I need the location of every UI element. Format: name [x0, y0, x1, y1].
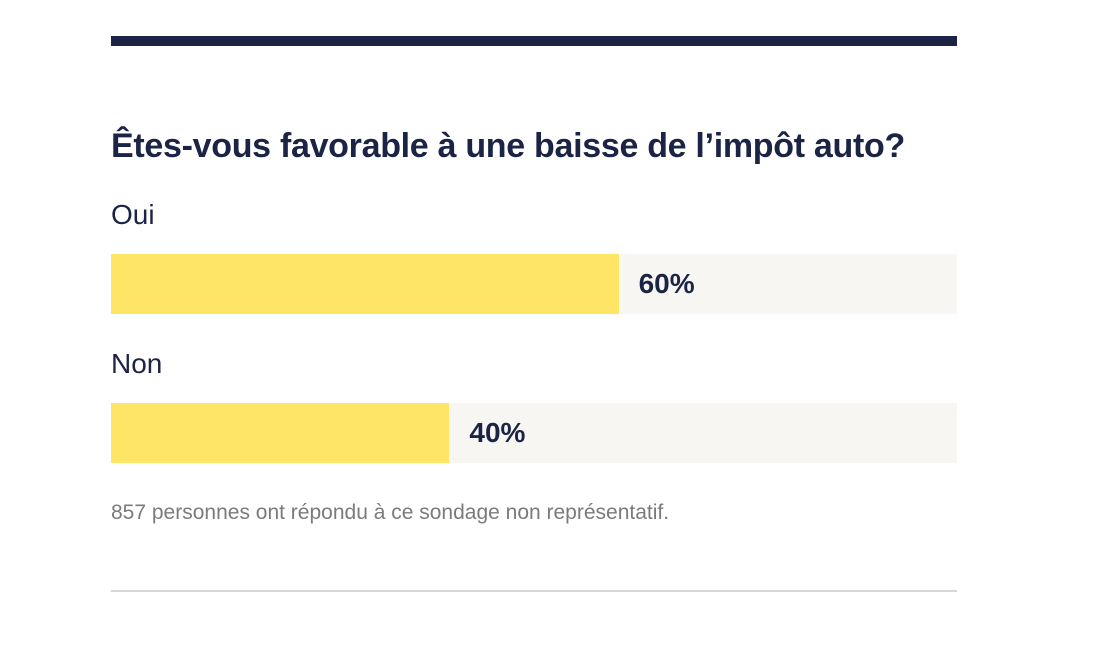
top-divider: [111, 36, 957, 46]
result-bar-track[interactable]: 40%: [111, 403, 957, 463]
poll-option-oui[interactable]: Oui 60%: [111, 193, 957, 314]
poll-widget: Êtes-vous favorable à une baisse de l’im…: [111, 36, 957, 592]
poll-option-non[interactable]: Non 40%: [111, 342, 957, 463]
result-percent: 40%: [469, 417, 526, 448]
option-label: Non: [111, 348, 163, 379]
result-bar-fill: [111, 254, 619, 314]
poll-options: Oui 60% Non 40%: [111, 193, 957, 463]
result-bar-fill: [111, 403, 450, 463]
option-label: Oui: [111, 199, 155, 230]
result-percent: 60%: [638, 268, 695, 299]
poll-footnote: 857 personnes ont répondu à ce sondage n…: [111, 501, 670, 524]
poll-question: Êtes-vous favorable à une baisse de l’im…: [111, 127, 905, 165]
result-bar-track[interactable]: 60%: [111, 254, 957, 314]
bottom-divider: [111, 590, 957, 592]
